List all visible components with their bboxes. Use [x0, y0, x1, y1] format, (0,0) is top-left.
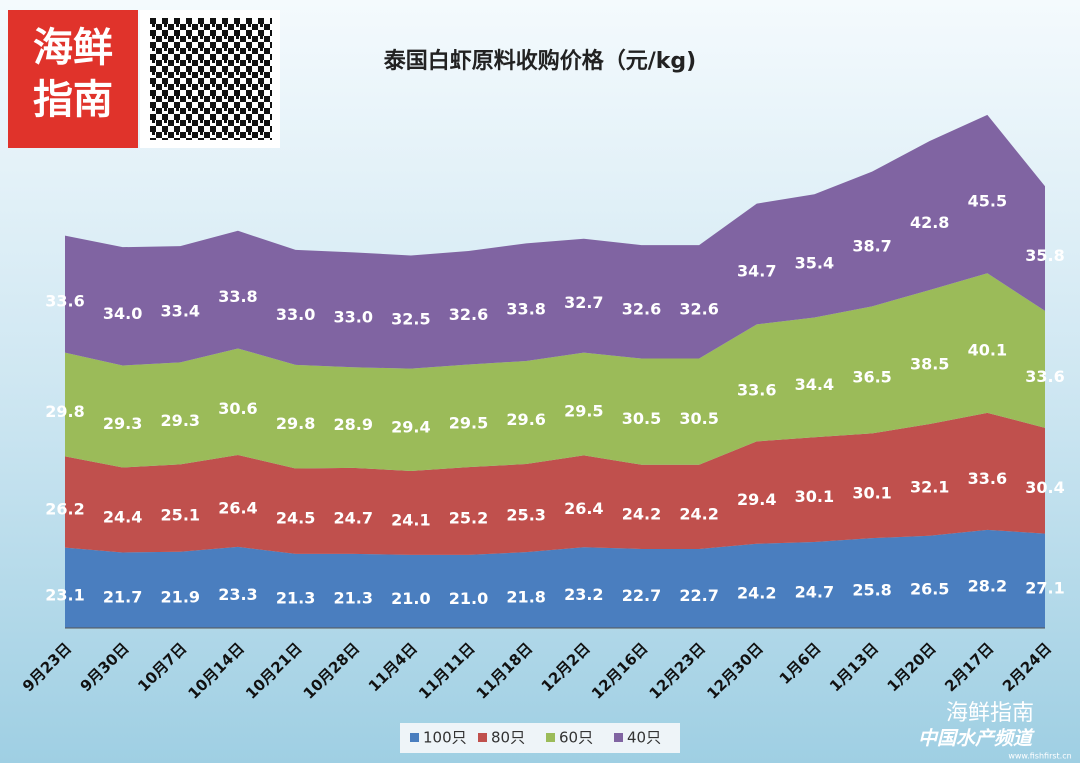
value-label: 26.2 — [45, 499, 84, 518]
value-label: 24.2 — [679, 504, 718, 523]
legend-marker — [546, 733, 555, 742]
value-label: 28.2 — [968, 576, 1007, 595]
value-label: 33.6 — [737, 380, 776, 399]
value-label: 29.5 — [449, 413, 488, 432]
area — [65, 412, 1045, 555]
watermark-channel: 中国水产频道 — [918, 728, 1035, 750]
legend-label: 100只 — [423, 729, 467, 747]
value-label: 25.1 — [161, 506, 200, 525]
value-label: 23.2 — [564, 585, 603, 604]
value-label: 28.9 — [333, 415, 372, 434]
value-label: 25.2 — [449, 509, 488, 528]
value-label: 29.4 — [737, 490, 776, 509]
legend-label: 80只 — [491, 729, 525, 747]
value-label: 29.3 — [161, 411, 200, 430]
area — [65, 114, 1045, 369]
value-label: 24.7 — [333, 508, 372, 527]
legend — [400, 723, 680, 753]
legend-label: 60只 — [559, 729, 593, 747]
value-label: 24.2 — [622, 504, 661, 523]
value-label: 30.5 — [622, 409, 661, 428]
value-label: 24.7 — [795, 583, 834, 602]
value-label: 32.6 — [449, 305, 488, 324]
value-label: 30.4 — [1025, 478, 1064, 497]
value-label: 24.4 — [103, 507, 142, 526]
logo-text: 海鲜 — [33, 25, 113, 71]
value-label: 32.5 — [391, 310, 430, 329]
value-label: 30.1 — [795, 487, 834, 506]
watermark-site: www.fishfirst.cn — [1008, 752, 1071, 761]
value-label: 30.6 — [218, 399, 257, 418]
value-label: 33.6 — [45, 292, 84, 311]
value-label: 29.5 — [564, 401, 603, 420]
value-label: 34.0 — [103, 304, 142, 323]
legend-marker — [614, 733, 623, 742]
value-label: 33.6 — [968, 469, 1007, 488]
area — [65, 273, 1045, 471]
value-label: 29.6 — [506, 410, 545, 429]
logo — [8, 10, 138, 148]
value-label: 29.8 — [45, 402, 84, 421]
logo-text: 指南 — [33, 77, 113, 123]
value-label: 27.1 — [1025, 578, 1064, 597]
value-label: 35.8 — [1025, 246, 1064, 265]
legend-marker — [410, 733, 419, 742]
qr-code — [150, 18, 272, 140]
value-label: 21.3 — [276, 588, 315, 607]
chart-title: 泰国白虾原料收购价格（元/kg) — [383, 48, 696, 74]
value-label: 21.0 — [449, 589, 488, 608]
value-label: 29.8 — [276, 414, 315, 433]
value-label: 21.8 — [506, 588, 545, 607]
value-label: 22.7 — [679, 586, 718, 605]
value-label: 33.6 — [1025, 367, 1064, 386]
value-label: 30.5 — [679, 409, 718, 428]
value-label: 24.1 — [391, 510, 430, 529]
value-label: 22.7 — [622, 586, 661, 605]
value-label: 29.4 — [391, 417, 430, 436]
value-label: 21.9 — [161, 587, 200, 606]
value-label: 45.5 — [968, 192, 1007, 211]
value-label: 25.8 — [852, 581, 891, 600]
value-label: 26.4 — [218, 498, 257, 517]
value-label: 23.3 — [218, 585, 257, 604]
value-label: 21.0 — [391, 589, 430, 608]
value-label: 32.6 — [679, 299, 718, 318]
value-label: 32.6 — [622, 299, 661, 318]
value-label: 40.1 — [968, 341, 1007, 360]
value-label: 35.4 — [795, 253, 834, 272]
value-label: 34.7 — [737, 262, 776, 281]
value-label: 33.8 — [506, 300, 545, 319]
value-label: 29.3 — [103, 414, 142, 433]
value-label: 21.7 — [103, 588, 142, 607]
legend-label: 40只 — [627, 729, 661, 747]
value-label: 23.1 — [45, 585, 84, 604]
value-label: 36.5 — [852, 367, 891, 386]
value-label: 33.0 — [276, 305, 315, 324]
value-label: 30.1 — [852, 483, 891, 502]
value-label: 42.8 — [910, 213, 949, 232]
value-label: 32.7 — [564, 293, 603, 312]
value-label: 24.5 — [276, 509, 315, 528]
value-label: 33.4 — [161, 302, 200, 321]
watermark: 海鲜指南 — [946, 701, 1034, 726]
area — [65, 529, 1045, 628]
value-label: 21.3 — [333, 588, 372, 607]
value-label: 38.5 — [910, 354, 949, 373]
value-label: 26.4 — [564, 499, 603, 518]
legend-marker — [478, 733, 487, 742]
value-label: 33.8 — [218, 287, 257, 306]
value-label: 24.2 — [737, 583, 776, 602]
value-label: 34.4 — [795, 375, 834, 394]
value-label: 26.5 — [910, 579, 949, 598]
value-label: 25.3 — [506, 506, 545, 525]
value-label: 32.1 — [910, 477, 949, 496]
value-label: 33.0 — [333, 307, 372, 326]
legend-items: 100只 80只 60只 40只 — [410, 729, 661, 747]
value-label: 38.7 — [852, 236, 891, 255]
